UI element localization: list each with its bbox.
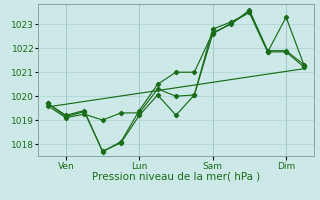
X-axis label: Pression niveau de la mer( hPa ): Pression niveau de la mer( hPa )	[92, 172, 260, 182]
